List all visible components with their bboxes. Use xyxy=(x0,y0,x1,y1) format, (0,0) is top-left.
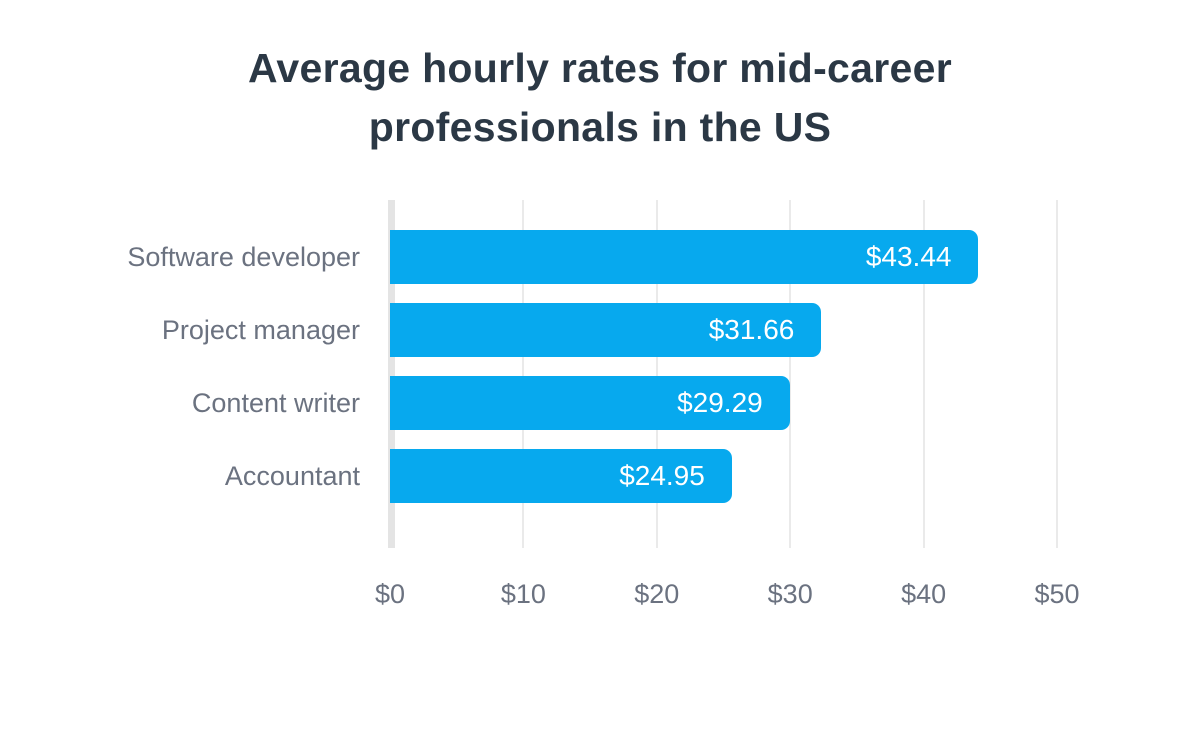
gridline-20 xyxy=(655,200,658,548)
bar-value-label: $29.29 xyxy=(677,387,763,418)
x-tick-10: $10 xyxy=(500,579,546,609)
bar-project-manager: $31.66 xyxy=(390,303,822,357)
gridline-10 xyxy=(522,200,525,548)
bar-value-label: $24.95 xyxy=(619,460,705,491)
bar-content-writer: $29.29 xyxy=(390,376,790,430)
gridline-30 xyxy=(789,200,792,548)
category-label-project-manager: Project manager xyxy=(161,314,360,345)
bar-accountant: $24.95 xyxy=(390,449,732,503)
x-tick-0: $0 xyxy=(374,579,406,609)
x-tick-20: $20 xyxy=(634,579,680,609)
category-label-software-developer: Software developer xyxy=(127,241,360,272)
gridline-40 xyxy=(922,200,925,548)
chart-title-line-2: professionals in the US xyxy=(368,104,832,150)
bar-value-label: $43.44 xyxy=(865,241,952,272)
plot-area: $43.44 $31.66 $29.29 $24.95 xyxy=(388,200,1058,548)
x-axis: $0 $10 $20 $30 $40 $50 xyxy=(375,579,1080,619)
y-axis-line xyxy=(388,200,395,548)
gridline-50 xyxy=(1056,200,1058,548)
chart-title: Average hourly rates for mid-career prof… xyxy=(0,39,1200,157)
chart-title-line-1: Average hourly rates for mid-career xyxy=(248,45,952,91)
bar-software-developer: $43.44 xyxy=(390,230,979,284)
x-tick-50: $50 xyxy=(1034,579,1080,609)
x-tick-30: $30 xyxy=(767,579,813,609)
y-axis-category-labels: Software developer Project manager Conte… xyxy=(0,200,360,548)
category-label-accountant: Accountant xyxy=(224,460,360,491)
bar-value-label: $31.66 xyxy=(708,314,795,345)
x-tick-40: $40 xyxy=(901,579,947,609)
category-label-content-writer: Content writer xyxy=(191,387,360,418)
